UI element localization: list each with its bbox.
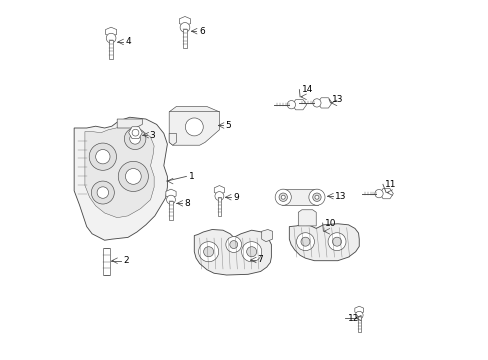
Text: 12: 12 bbox=[347, 314, 358, 323]
Polygon shape bbox=[354, 306, 363, 314]
Circle shape bbox=[374, 189, 383, 198]
Text: 11: 11 bbox=[385, 180, 396, 189]
Polygon shape bbox=[183, 29, 186, 48]
Circle shape bbox=[286, 100, 295, 109]
Circle shape bbox=[96, 149, 110, 164]
Circle shape bbox=[180, 23, 189, 32]
Polygon shape bbox=[214, 185, 224, 195]
Circle shape bbox=[89, 143, 116, 170]
Text: 13: 13 bbox=[331, 95, 343, 104]
Circle shape bbox=[281, 195, 285, 199]
Text: 14: 14 bbox=[301, 85, 313, 94]
Circle shape bbox=[129, 134, 140, 144]
Polygon shape bbox=[194, 229, 271, 275]
Circle shape bbox=[229, 240, 237, 248]
Text: 10: 10 bbox=[325, 219, 336, 228]
Circle shape bbox=[106, 33, 116, 43]
Circle shape bbox=[118, 161, 148, 192]
Circle shape bbox=[308, 189, 325, 205]
Circle shape bbox=[198, 242, 218, 262]
Polygon shape bbox=[289, 224, 359, 261]
Polygon shape bbox=[169, 201, 172, 220]
Polygon shape bbox=[74, 117, 167, 240]
Circle shape bbox=[166, 195, 175, 204]
Circle shape bbox=[241, 242, 261, 262]
Text: 9: 9 bbox=[233, 193, 238, 202]
Circle shape bbox=[296, 233, 314, 251]
Polygon shape bbox=[105, 27, 117, 37]
Text: 6: 6 bbox=[199, 27, 204, 36]
Text: 2: 2 bbox=[123, 256, 129, 265]
Polygon shape bbox=[217, 197, 221, 216]
Polygon shape bbox=[291, 100, 306, 110]
Circle shape bbox=[275, 189, 291, 205]
Polygon shape bbox=[117, 119, 142, 128]
Circle shape bbox=[225, 237, 241, 252]
Polygon shape bbox=[165, 189, 176, 198]
Circle shape bbox=[355, 311, 363, 319]
Circle shape bbox=[246, 247, 256, 257]
Circle shape bbox=[132, 129, 139, 136]
Polygon shape bbox=[179, 17, 190, 26]
Polygon shape bbox=[169, 107, 219, 145]
Text: 13: 13 bbox=[335, 192, 346, 201]
Circle shape bbox=[312, 193, 321, 201]
Circle shape bbox=[301, 237, 309, 246]
Circle shape bbox=[203, 247, 213, 257]
Circle shape bbox=[279, 193, 287, 201]
Polygon shape bbox=[317, 98, 331, 108]
Circle shape bbox=[314, 195, 318, 199]
Polygon shape bbox=[357, 316, 360, 332]
Text: 3: 3 bbox=[149, 131, 155, 140]
Polygon shape bbox=[282, 189, 317, 205]
Circle shape bbox=[332, 237, 341, 246]
Text: 4: 4 bbox=[125, 37, 131, 46]
Polygon shape bbox=[85, 127, 154, 218]
Text: 1: 1 bbox=[188, 172, 194, 181]
Circle shape bbox=[312, 99, 320, 107]
Polygon shape bbox=[103, 248, 109, 275]
Circle shape bbox=[125, 168, 141, 184]
Polygon shape bbox=[128, 127, 142, 139]
Polygon shape bbox=[261, 229, 272, 242]
Circle shape bbox=[215, 192, 224, 201]
Polygon shape bbox=[109, 40, 113, 59]
Text: 8: 8 bbox=[184, 199, 190, 208]
Circle shape bbox=[327, 233, 346, 251]
Circle shape bbox=[185, 118, 203, 136]
Text: 7: 7 bbox=[257, 256, 262, 265]
Circle shape bbox=[91, 181, 114, 204]
Text: 5: 5 bbox=[225, 121, 231, 130]
Polygon shape bbox=[169, 134, 176, 145]
Polygon shape bbox=[298, 210, 316, 226]
Circle shape bbox=[124, 128, 145, 149]
Circle shape bbox=[97, 187, 108, 198]
Polygon shape bbox=[379, 189, 392, 199]
